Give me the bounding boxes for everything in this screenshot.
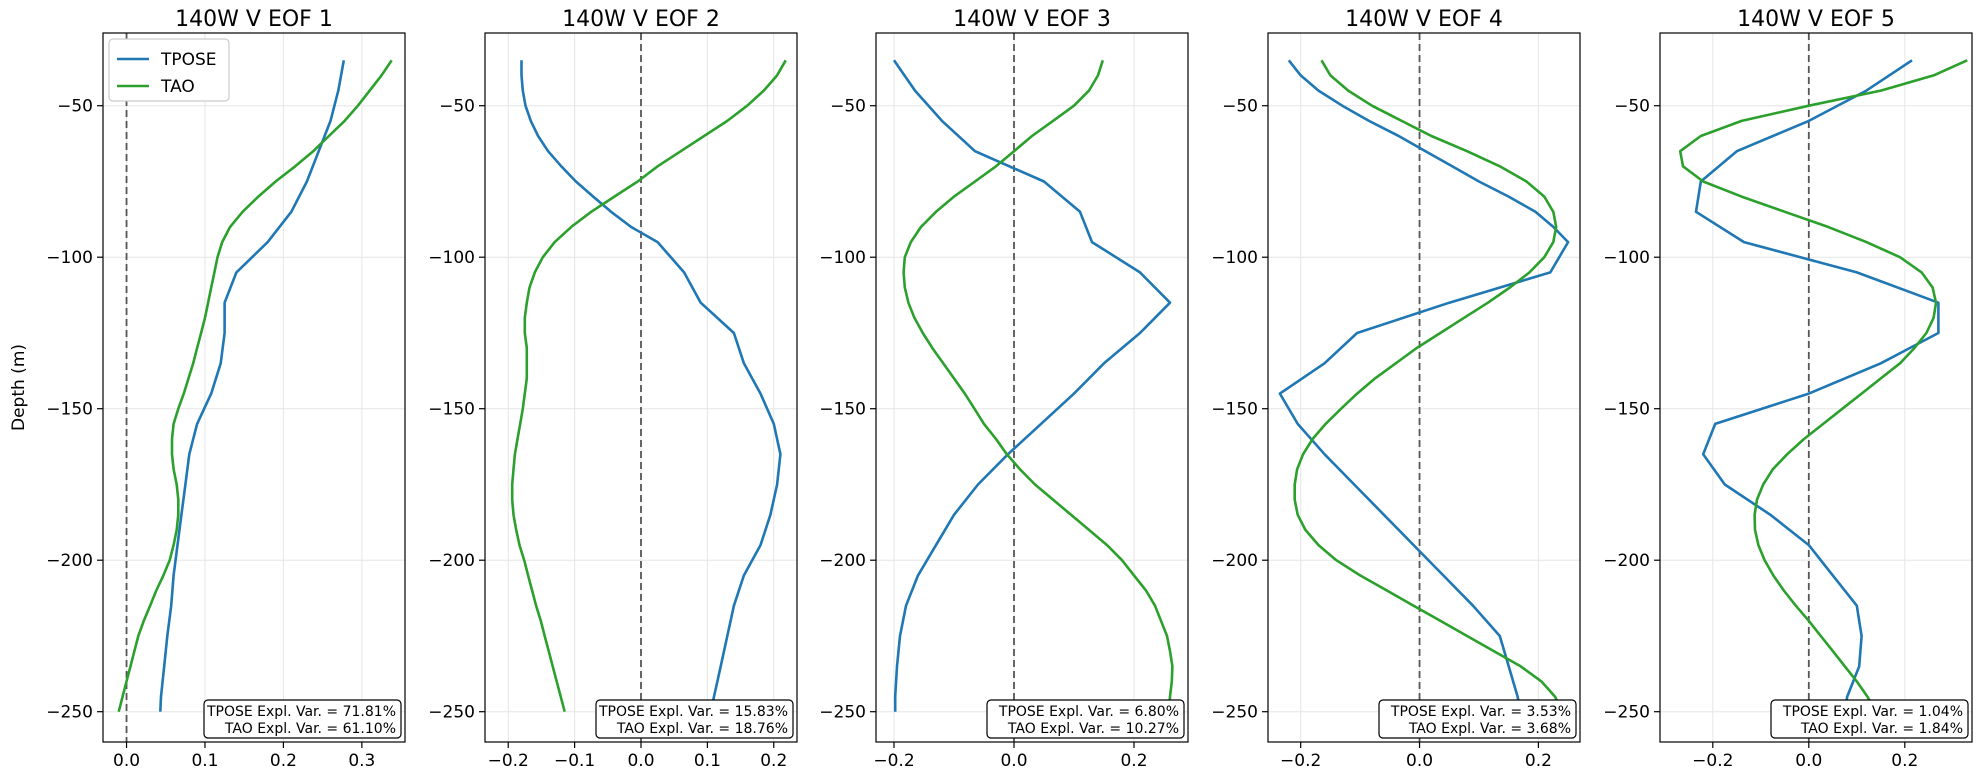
x-tick-label: −0.1	[554, 751, 595, 771]
x-tick-label: 0.3	[348, 751, 375, 771]
y-axis-label: Depth (m)	[9, 344, 29, 431]
y-tick-label: −50	[439, 97, 475, 117]
panel-4: −0.2 0.0 0.2 −50 −100 −150 −200 −250 140W V EOF …	[1211, 7, 1581, 771]
panel-1: 0.0 0.1 0.2 0.3 −50 −100 −150 −200 −250 140W V EO…	[46, 7, 406, 771]
series-line-tao	[1293, 59, 1564, 713]
explained-variance-text: TPOSE Expl. Var. = 3.53%	[1390, 704, 1571, 720]
legend-label-tpose: TPOSE	[160, 50, 217, 70]
legend-label-tao: TAO	[160, 77, 195, 97]
series-line-tao	[902, 59, 1174, 712]
x-tick-label: 0.0	[113, 751, 140, 771]
explained-variance-text: TPOSE Expl. Var. = 71.81%	[206, 704, 396, 720]
panel-2: −0.2 −0.1 0.0 0.1 0.2 −50 −100 −150 −200 −250 140W…	[428, 7, 798, 771]
explained-variance-text: TAO Expl. Var. = 18.76%	[616, 721, 788, 737]
y-tick-label: −150	[428, 400, 475, 420]
y-tick-label: −50	[1222, 97, 1258, 117]
y-tick-label: −250	[1211, 703, 1258, 723]
panel-title: 140W V EOF 4	[1345, 7, 1503, 32]
series-line-tpose	[520, 60, 782, 712]
plot-frame	[1659, 32, 1973, 743]
legend: TPOSE TAO	[108, 38, 230, 102]
y-tick-label: −200	[819, 551, 866, 571]
series-line-tao	[117, 59, 393, 713]
x-tick-label: 0.2	[760, 751, 787, 771]
series-line-tpose	[159, 60, 346, 712]
panel-3: −0.2 0.0 0.2 −50 −100 −150 −200 −250 140W V EOF …	[819, 7, 1189, 771]
series-line-tpose	[1278, 59, 1570, 712]
series-line-tpose	[892, 59, 1172, 712]
y-tick-label: −100	[819, 248, 866, 268]
explained-variance-box	[986, 699, 1185, 739]
y-tick-label: −50	[1614, 97, 1650, 117]
explained-variance-text: TPOSE Expl. Var. = 15.83%	[598, 704, 788, 720]
x-tick-label: 0.0	[1000, 751, 1027, 771]
y-tick-label: −200	[428, 551, 475, 571]
panel-title: 140W V EOF 3	[953, 7, 1111, 32]
panel-5: −0.2 0.0 0.2 −50 −100 −150 −200 −250 140W V EOF …	[1603, 7, 1973, 771]
x-tick-label: −0.2	[488, 751, 529, 771]
y-tick-label: −250	[819, 703, 866, 723]
explained-variance-text: TPOSE Expl. Var. = 6.80%	[998, 704, 1179, 720]
y-tick-label: −200	[1211, 551, 1258, 571]
y-tick-label: −150	[819, 400, 866, 420]
y-tick-label: −250	[428, 703, 475, 723]
x-tick-label: −0.2	[1692, 751, 1733, 771]
series-line-tao	[510, 59, 787, 713]
x-tick-label: −0.2	[1280, 751, 1321, 771]
x-tick-label: 0.0	[1795, 751, 1822, 771]
x-tick-label: 0.2	[1120, 751, 1147, 771]
series-line-tao	[1678, 59, 1968, 713]
panel-title: 140W V EOF 1	[175, 7, 333, 32]
plot-frame	[1267, 32, 1581, 743]
explained-variance-text: TAO Expl. Var. = 3.68%	[1408, 721, 1571, 737]
y-tick-label: −100	[1603, 248, 1650, 268]
y-tick-label: −100	[1211, 248, 1258, 268]
explained-variance-text: TPOSE Expl. Var. = 1.04%	[1782, 704, 1963, 720]
explained-variance-text: TAO Expl. Var. = 1.84%	[1800, 721, 1963, 737]
x-tick-label: 0.2	[270, 751, 297, 771]
explained-variance-box	[595, 699, 794, 739]
y-tick-label: −200	[46, 551, 93, 571]
series-line-tpose	[1694, 59, 1940, 712]
y-tick-label: −150	[46, 400, 93, 420]
x-tick-label: 0.2	[1525, 751, 1552, 771]
explained-variance-text: TAO Expl. Var. = 10.27%	[1007, 721, 1179, 737]
panel-title: 140W V EOF 5	[1737, 7, 1895, 32]
explained-variance-text: TAO Expl. Var. = 61.10%	[224, 721, 396, 737]
x-tick-label: 0.1	[191, 751, 218, 771]
y-tick-label: −150	[1211, 400, 1258, 420]
x-tick-label: 0.2	[1891, 751, 1918, 771]
y-tick-label: −100	[46, 248, 93, 268]
x-tick-label: 0.0	[1406, 751, 1433, 771]
x-tick-label: 0.0	[627, 751, 654, 771]
y-tick-label: −50	[830, 97, 866, 117]
x-tick-label: 0.1	[694, 751, 721, 771]
y-tick-label: −150	[1603, 400, 1650, 420]
panel-title: 140W V EOF 2	[562, 7, 720, 32]
explained-variance-box	[1378, 699, 1577, 739]
y-tick-label: −250	[1603, 703, 1650, 723]
explained-variance-box	[203, 699, 402, 739]
y-tick-label: −100	[428, 248, 475, 268]
explained-variance-box	[1770, 699, 1969, 739]
x-tick-label: −0.2	[873, 751, 914, 771]
plot-frame	[875, 32, 1189, 743]
y-tick-label: −200	[1603, 551, 1650, 571]
y-tick-label: −250	[46, 703, 93, 723]
y-tick-label: −50	[57, 97, 93, 117]
plot-frame	[102, 32, 406, 743]
